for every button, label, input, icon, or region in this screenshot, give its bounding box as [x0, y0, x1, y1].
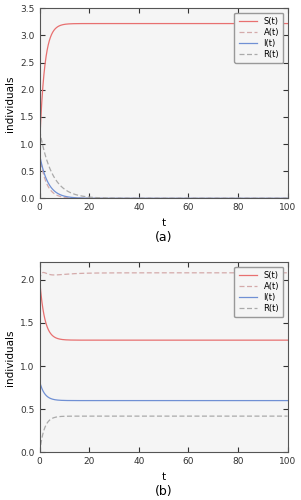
Line: A(t): A(t) [40, 272, 287, 280]
A(t) [42, 270, 45, 276]
I(t) [38, 378, 42, 384]
I(t) [281, 398, 284, 404]
A(t) [144, 270, 147, 276]
R(t) [286, 196, 289, 202]
S(t) [81, 337, 85, 343]
A(t) [133, 196, 137, 202]
S(t) [66, 21, 70, 27]
I(t) [144, 398, 147, 404]
S(t) [133, 20, 137, 26]
I(t) [286, 398, 289, 404]
I(t) [281, 196, 284, 202]
S(t) [133, 337, 137, 343]
Line: S(t): S(t) [40, 24, 287, 144]
I(t) [133, 196, 137, 202]
A(t) [254, 270, 258, 276]
S(t) [81, 20, 85, 26]
A(t) [254, 196, 258, 202]
Line: A(t): A(t) [40, 155, 287, 198]
S(t) [38, 276, 42, 282]
R(t) [206, 413, 210, 419]
I(t) [38, 152, 42, 158]
Line: R(t): R(t) [40, 416, 287, 453]
A(t) [286, 270, 289, 276]
S(t) [254, 337, 258, 343]
Text: (b): (b) [155, 484, 172, 498]
I(t) [133, 398, 137, 404]
R(t) [66, 188, 70, 194]
S(t) [66, 337, 70, 343]
R(t) [254, 413, 258, 419]
R(t) [281, 196, 284, 202]
X-axis label: t: t [162, 218, 166, 228]
A(t) [286, 196, 289, 202]
S(t) [218, 337, 222, 343]
A(t) [144, 196, 147, 202]
Line: S(t): S(t) [40, 280, 287, 340]
S(t) [38, 141, 42, 147]
I(t) [66, 398, 70, 404]
S(t) [286, 20, 289, 26]
R(t) [38, 450, 42, 456]
R(t) [133, 413, 137, 419]
R(t) [144, 413, 147, 419]
Y-axis label: individuals: individuals [5, 329, 15, 386]
S(t) [286, 337, 289, 343]
S(t) [144, 337, 147, 343]
A(t) [281, 270, 284, 276]
R(t) [66, 413, 70, 419]
Line: I(t): I(t) [40, 382, 287, 400]
A(t) [81, 195, 85, 201]
S(t) [144, 20, 147, 26]
S(t) [281, 20, 284, 26]
I(t) [66, 194, 70, 200]
Text: (a): (a) [155, 230, 172, 243]
Line: R(t): R(t) [40, 130, 287, 198]
I(t) [144, 196, 147, 202]
R(t) [281, 413, 284, 419]
R(t) [144, 196, 147, 202]
A(t) [281, 196, 284, 202]
A(t) [38, 152, 42, 158]
R(t) [81, 413, 85, 419]
A(t) [38, 276, 42, 282]
R(t) [81, 193, 85, 199]
S(t) [281, 337, 284, 343]
S(t) [254, 20, 258, 26]
I(t) [81, 398, 85, 404]
A(t) [66, 271, 70, 277]
R(t) [286, 413, 289, 419]
Y-axis label: individuals: individuals [5, 75, 15, 132]
R(t) [38, 128, 42, 134]
I(t) [81, 195, 85, 201]
I(t) [216, 398, 219, 404]
I(t) [254, 398, 258, 404]
Line: I(t): I(t) [40, 155, 287, 198]
R(t) [254, 196, 258, 202]
I(t) [254, 196, 258, 202]
A(t) [81, 270, 85, 276]
R(t) [133, 196, 137, 202]
Legend: S(t), A(t), I(t), R(t): S(t), A(t), I(t), R(t) [234, 12, 283, 63]
A(t) [133, 270, 137, 276]
A(t) [66, 194, 70, 200]
I(t) [286, 196, 289, 202]
S(t) [221, 20, 224, 26]
X-axis label: t: t [162, 472, 166, 482]
Legend: S(t), A(t), I(t), R(t): S(t), A(t), I(t), R(t) [234, 266, 283, 317]
